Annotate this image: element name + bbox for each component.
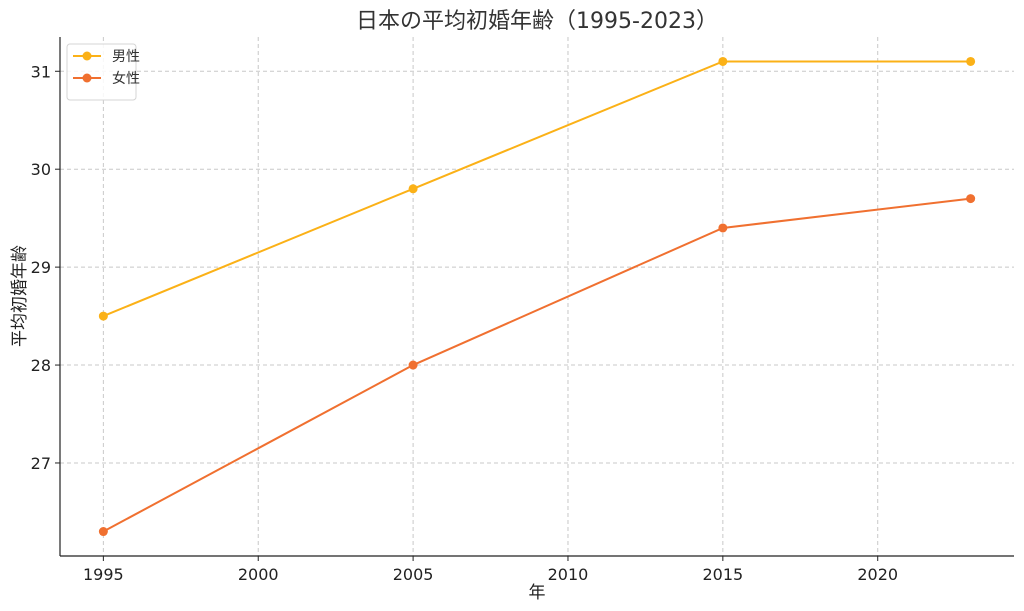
series-0-point [408, 184, 418, 194]
series-0-point [98, 311, 108, 321]
y-axis-label: 平均初婚年齢 [10, 245, 30, 347]
series-0-point [718, 56, 728, 66]
series-line-1 [102, 197, 971, 533]
x-tick-label: 2005 [393, 565, 434, 584]
x-tick-label: 2010 [548, 565, 589, 584]
series-1-point [966, 194, 976, 204]
series-1-point [718, 223, 728, 233]
x-tick-label: 2015 [702, 565, 743, 584]
legend-swatch-marker [82, 51, 92, 61]
y-tick-label: 28 [31, 356, 51, 375]
y-ticks: 27 28 29 30 31 [31, 62, 60, 473]
x-tick-label: 1995 [83, 565, 124, 584]
x-ticks: 1995 2000 2005 2010 2015 2020 [83, 556, 898, 584]
series-line-0 [102, 60, 971, 318]
series-1-point [98, 527, 108, 537]
legend-label: 男性 [112, 49, 140, 65]
legend-label: 女性 [112, 70, 140, 87]
y-tick-label: 29 [31, 258, 51, 277]
x-tick-label: 2020 [857, 565, 898, 584]
axes [59, 37, 1014, 557]
legend-swatch-marker [82, 73, 92, 83]
y-tick-label: 31 [31, 62, 51, 81]
y-tick-label: 27 [31, 454, 51, 473]
x-axis-label: 年 [529, 583, 546, 603]
y-tick-label: 30 [31, 160, 51, 179]
x-tick-label: 2000 [238, 565, 279, 584]
series-1-point [408, 360, 418, 370]
series [98, 56, 976, 537]
chart-title: 日本の平均初婚年齢（1995-2023） [356, 9, 718, 34]
series-0-point [966, 56, 976, 66]
